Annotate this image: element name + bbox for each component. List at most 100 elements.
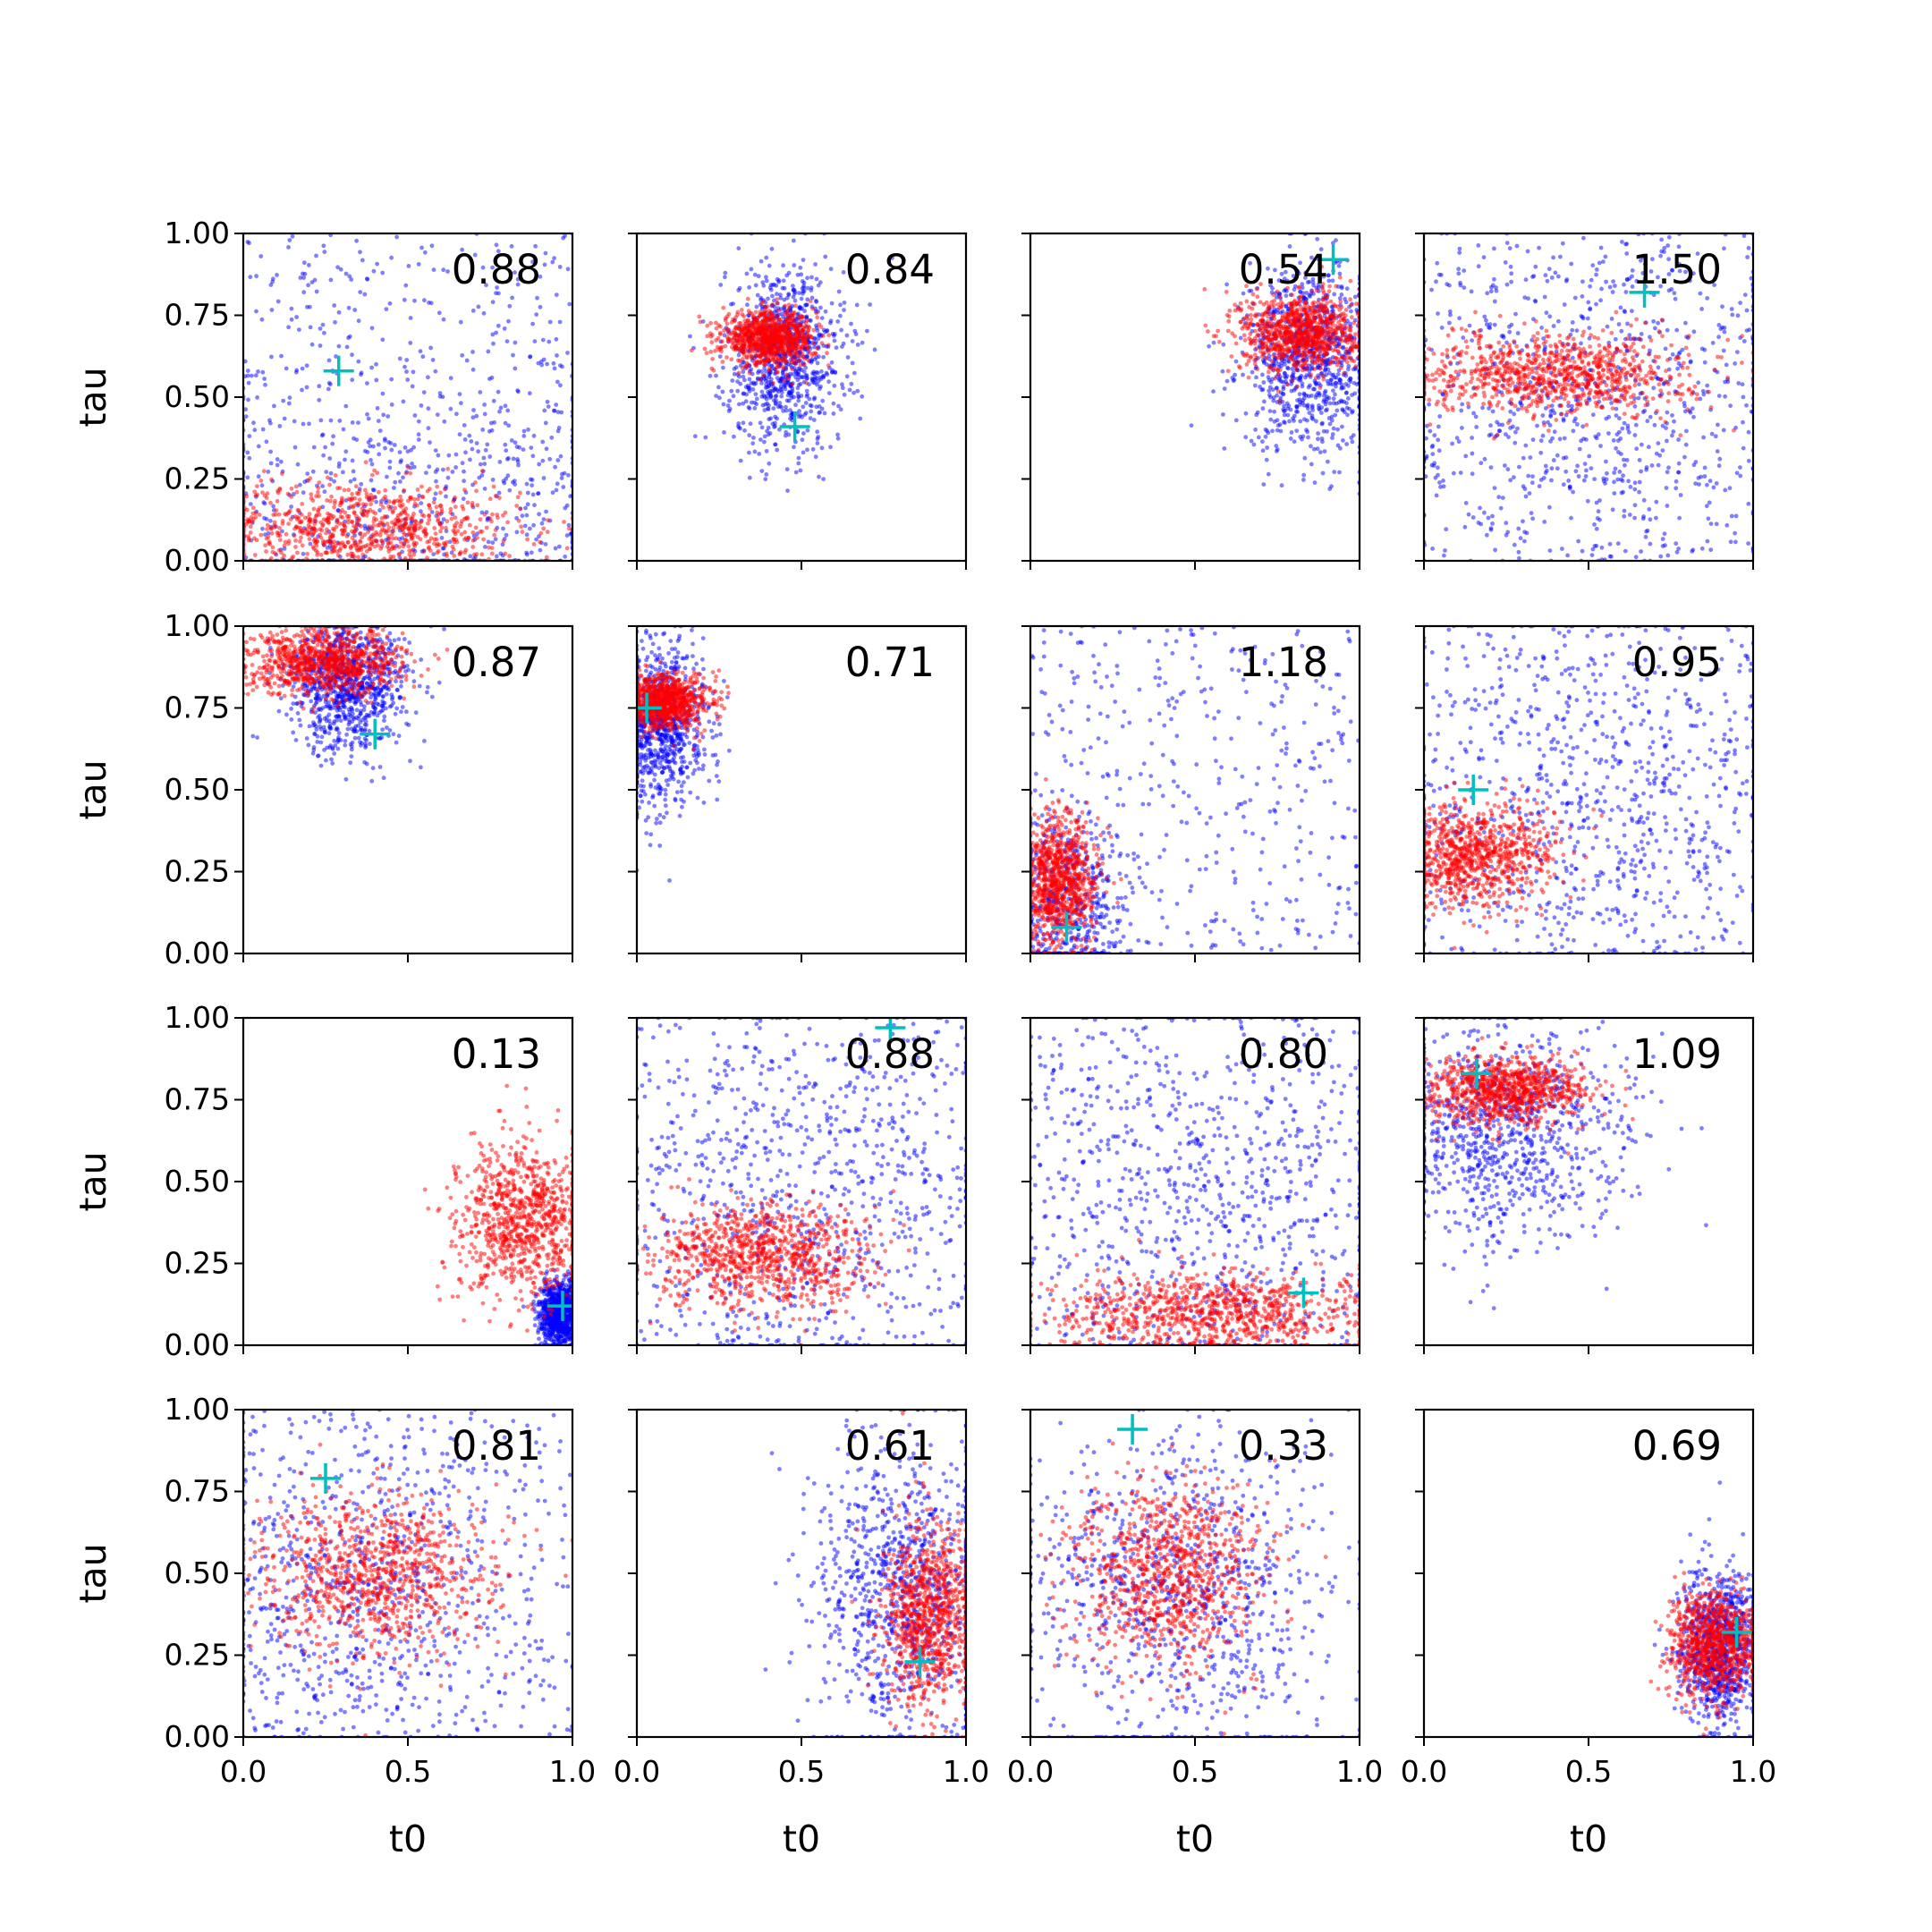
posterior-sample-point [475,535,479,540]
posterior-sample-point [737,321,741,326]
prior-sample-point [729,388,734,394]
posterior-sample-point [314,543,319,548]
posterior-sample-point [503,551,508,556]
posterior-sample-point [444,551,449,556]
posterior-sample-point [451,499,456,504]
posterior-sample-point [514,504,520,508]
prior-sample-point [845,355,851,360]
prior-sample-point [1344,401,1349,405]
prior-sample-point [332,479,336,484]
posterior-sample-point [334,524,339,530]
posterior-sample-point [270,549,275,555]
prior-sample-point [1331,396,1336,402]
prior-sample-point [501,479,506,484]
posterior-sample-point [1334,313,1339,318]
prior-sample-point [259,317,265,322]
prior-sample-point [1345,412,1350,418]
posterior-sample-point [753,327,758,333]
prior-sample-point [759,425,765,430]
posterior-sample-point [475,503,480,508]
prior-sample-point [527,391,532,396]
prior-sample-point [1334,401,1339,406]
prior-sample-point [799,272,804,277]
prior-sample-point [757,452,762,456]
posterior-sample-point [363,487,368,493]
posterior-sample-point [519,524,523,530]
posterior-sample-point [356,555,360,560]
prior-sample-point [766,425,771,430]
prior-sample-point [778,376,784,381]
prior-sample-point [1344,390,1349,395]
posterior-sample-point [1313,376,1318,380]
prior-sample-point [1298,290,1303,295]
posterior-sample-point [345,552,351,557]
posterior-sample-point [439,525,445,530]
posterior-sample-point [378,547,384,551]
posterior-sample-point [307,530,311,536]
posterior-sample-point [726,331,732,336]
prior-sample-point [389,255,394,260]
prior-sample-point [809,288,814,292]
prior-sample-point [260,369,266,375]
prior-sample-point [1252,383,1258,388]
posterior-sample-point [427,513,432,519]
posterior-sample-point [1249,312,1253,318]
prior-sample-point [426,406,431,411]
prior-sample-point [853,332,859,336]
prior-sample-point [1284,278,1290,284]
posterior-sample-point [307,537,312,541]
prior-sample-point [286,325,291,330]
posterior-sample-point [291,554,296,559]
posterior-sample-point [767,368,772,373]
posterior-sample-point [490,512,495,517]
prior-sample-point [779,405,784,410]
prior-sample-point [362,448,368,453]
posterior-sample-point [516,518,521,523]
posterior-sample-point [319,528,325,533]
posterior-sample-point [332,504,336,510]
prior-sample-point [1222,446,1227,451]
prior-sample-point [745,383,750,388]
prior-sample-point [839,327,843,333]
posterior-sample-point [799,323,804,327]
prior-sample-point [515,276,521,282]
prior-sample-point [321,453,326,458]
posterior-sample-point [309,492,314,496]
prior-sample-point [816,378,821,384]
prior-sample-point [480,265,486,270]
prior-sample-point [758,437,763,442]
posterior-sample-point [1206,329,1210,334]
posterior-sample-point [470,538,476,543]
prior-sample-point [397,537,402,541]
prior-sample-point [463,450,468,455]
prior-sample-point [568,531,572,537]
prior-sample-point [322,250,327,254]
prior-sample-point [375,406,380,411]
prior-sample-point [748,421,753,427]
posterior-sample-point [348,497,352,503]
prior-sample-point [328,470,334,476]
posterior-sample-point [293,538,298,543]
posterior-sample-point [1285,382,1291,387]
prior-sample-point [525,502,530,507]
posterior-sample-point [490,551,495,556]
prior-sample-point [1323,368,1327,373]
prior-sample-point [383,445,387,451]
posterior-sample-point [282,543,287,548]
posterior-sample-point [300,502,305,506]
prior-sample-point [1352,380,1357,386]
posterior-sample-point [733,347,739,352]
prior-sample-point [726,409,732,413]
posterior-sample-point [1252,361,1258,367]
prior-sample-point [430,358,436,362]
prior-sample-point [777,427,782,432]
posterior-sample-point [1354,301,1359,306]
prior-sample-point [547,339,552,344]
prior-sample-point [723,270,728,275]
posterior-sample-point [412,496,417,502]
prior-sample-point [389,447,394,453]
posterior-sample-point [341,531,346,537]
prior-sample-point [814,404,819,410]
posterior-sample-point [410,536,415,540]
posterior-sample-point [368,547,373,551]
